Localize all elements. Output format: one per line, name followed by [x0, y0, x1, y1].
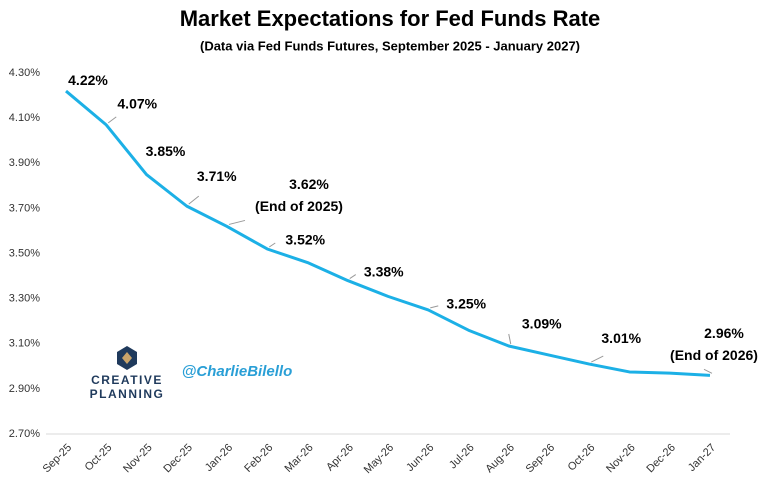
data-label: 3.62% [289, 176, 329, 192]
x-tick-label: Jan-27 [686, 442, 718, 474]
x-tick-label: Dec-26 [644, 442, 678, 476]
data-label: 3.85% [146, 143, 186, 159]
data-label: 2.96% [704, 325, 744, 341]
data-label: 3.52% [285, 232, 325, 248]
y-tick-label: 3.50% [9, 247, 40, 259]
data-note: (End of 2025) [255, 198, 343, 214]
leader-line [188, 195, 200, 205]
y-tick-label: 4.30% [9, 67, 40, 79]
watermark: @CharlieBilello [182, 363, 293, 380]
leader-line [228, 219, 246, 225]
leader-line [107, 116, 117, 124]
data-note: (End of 2026) [670, 347, 758, 363]
y-tick-label: 3.90% [9, 157, 40, 169]
logo-text: PLANNING [90, 387, 165, 401]
x-tick-label: Sep-26 [524, 442, 558, 476]
x-tick-label: Nov-26 [604, 442, 638, 476]
x-tick-label: Oct-26 [566, 442, 598, 474]
leader-line [591, 355, 604, 363]
y-tick-label: 3.10% [9, 338, 40, 350]
x-tick-label: Aug-26 [483, 442, 517, 476]
data-label: 4.07% [117, 96, 157, 112]
chart-subtitle: (Data via Fed Funds Futures, September 2… [200, 38, 580, 53]
data-label: 3.25% [446, 296, 486, 312]
logo-text: CREATIVE [91, 373, 163, 387]
x-tick-label: Dec-25 [161, 442, 195, 476]
x-tick-label: Mar-26 [283, 442, 316, 475]
data-label: 3.71% [197, 168, 237, 184]
y-tick-label: 3.70% [9, 202, 40, 214]
x-tick-label: Sep-25 [41, 442, 75, 476]
y-tick-label: 3.30% [9, 293, 40, 305]
x-tick-label: May-26 [362, 442, 396, 476]
data-label: 3.09% [522, 316, 562, 332]
x-tick-label: Nov-25 [121, 442, 155, 476]
leader-line [508, 333, 512, 345]
y-tick-label: 2.70% [9, 428, 40, 440]
chart-title: Market Expectations for Fed Funds Rate [180, 6, 601, 31]
leader-line [430, 305, 439, 309]
x-tick-label: Apr-26 [324, 442, 356, 474]
x-tick-label: Jun-26 [404, 442, 436, 474]
data-label: 4.22% [68, 72, 108, 88]
x-tick-label: Oct-25 [83, 442, 115, 474]
leader-line [349, 274, 357, 279]
line [65, 89, 711, 377]
leader-line [268, 242, 276, 248]
y-tick-label: 4.10% [9, 112, 40, 124]
data-label: 3.38% [364, 263, 404, 279]
x-tick-label: Jan-26 [203, 442, 235, 474]
logo-icon [117, 346, 137, 370]
leader-line [703, 368, 713, 374]
data-label: 3.01% [601, 330, 641, 346]
y-tick-label: 2.90% [9, 383, 40, 395]
x-tick-label: Feb-26 [242, 442, 275, 475]
x-tick-label: Jul-26 [447, 442, 477, 472]
